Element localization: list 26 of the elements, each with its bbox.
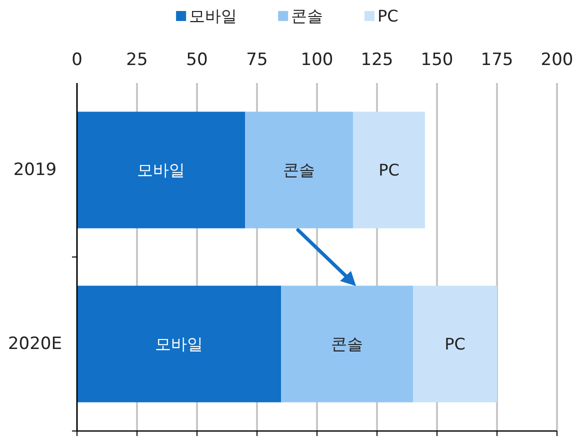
- bar: [353, 112, 425, 228]
- bar: [77, 286, 281, 402]
- x-tick-label: 0: [72, 50, 82, 70]
- y-tick-label: 2020E: [8, 334, 62, 354]
- bar: [413, 286, 497, 402]
- x-tick-label: 125: [360, 50, 394, 70]
- legend-label: 콘솔: [291, 6, 324, 26]
- x-tick-label: 200: [540, 50, 574, 70]
- bar: [281, 286, 413, 402]
- legend-label: PC: [377, 6, 398, 26]
- data-label: 모바일: [137, 160, 185, 180]
- y-tick-label: 2019: [13, 160, 57, 180]
- x-tick-label: 75: [246, 50, 268, 70]
- data-label: PC: [444, 334, 466, 354]
- data-label: 콘솔: [331, 334, 363, 354]
- bar: [245, 112, 353, 228]
- data-label: PC: [378, 160, 400, 180]
- x-tick-label: 50: [186, 50, 208, 70]
- data-label: 모바일: [155, 334, 203, 354]
- x-tick-label: 175: [480, 50, 514, 70]
- legend-label: 모바일: [189, 6, 238, 26]
- data-label: 콘솔: [283, 160, 315, 180]
- bar: [77, 112, 245, 228]
- x-tick-label: 100: [300, 50, 334, 70]
- x-tick-label: 25: [126, 50, 148, 70]
- x-tick-label: 150: [420, 50, 454, 70]
